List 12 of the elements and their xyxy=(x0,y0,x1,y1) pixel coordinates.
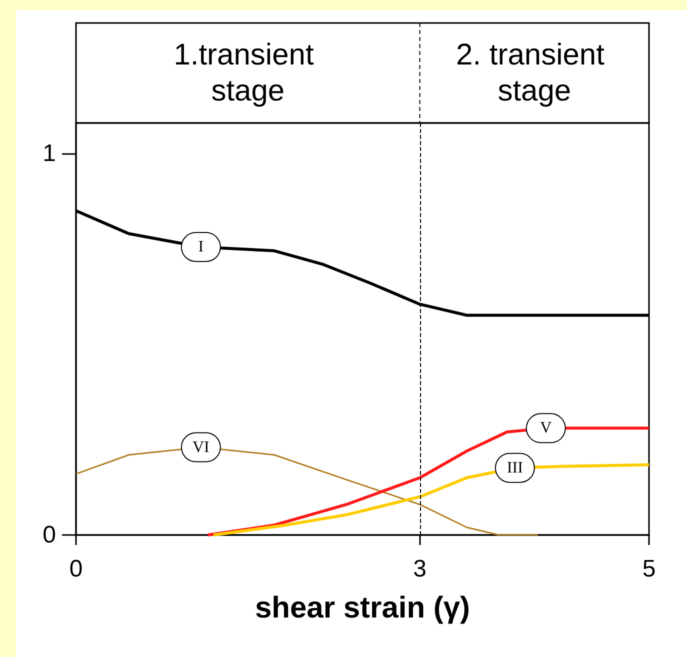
x-tick-label: 0 xyxy=(69,556,83,582)
y-tick-label: 1 xyxy=(42,140,56,168)
x-tick-label: 5 xyxy=(642,556,656,582)
x-tick-label: 3 xyxy=(413,556,426,582)
x-axis-title: shear strain (γ) xyxy=(254,592,470,624)
point xyxy=(180,232,221,262)
series-label: VI xyxy=(192,438,210,456)
series-label: I xyxy=(198,238,204,256)
text: 1.transient stage xyxy=(174,38,322,108)
text: 2. transient stage xyxy=(456,38,613,108)
series-label: V xyxy=(540,420,552,437)
series-label: III xyxy=(506,459,523,476)
